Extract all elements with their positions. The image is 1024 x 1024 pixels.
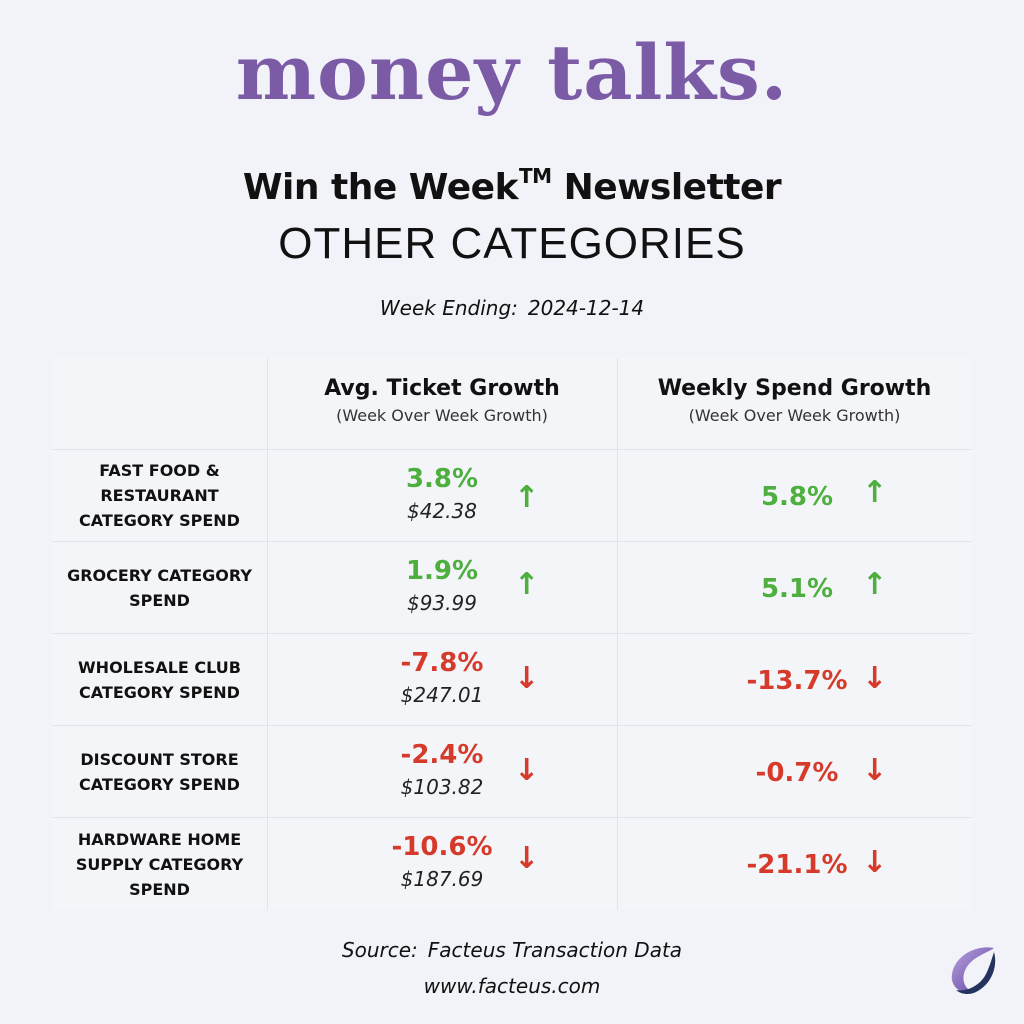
weekly-spend-percent: 5.8% <box>760 482 834 512</box>
avg-ticket-percent: 1.9% <box>405 556 479 586</box>
category-heading: OTHER CATEGORIES <box>278 219 746 268</box>
avg-ticket-percent: -7.8% <box>400 648 484 678</box>
avg-ticket-percent: -10.6% <box>391 832 493 862</box>
row-divider <box>52 725 972 726</box>
arrow-down-icon: ↓ <box>514 841 540 876</box>
column-header-weekly-spend: Weekly Spend Growth (Week Over Week Grow… <box>617 374 972 428</box>
newsletter-suffix: Newsletter <box>563 167 782 208</box>
arrow-up-icon: ↑ <box>514 480 540 515</box>
arrow-down-icon: ↓ <box>862 845 888 880</box>
weekly-spend-percent: -0.7% <box>755 758 839 788</box>
arrow-down-icon: ↓ <box>514 753 540 788</box>
row-label: GROCERY CATEGORY SPEND <box>67 565 252 610</box>
source-line: Source: Facteus Transaction Data <box>0 932 1024 968</box>
arrow-down-icon: ↓ <box>862 661 888 696</box>
week-ending-label: Week Ending: <box>379 296 518 320</box>
arrow-down-icon: ↓ <box>862 753 888 788</box>
row-label: WHOLESALE CLUB CATEGORY SPEND <box>78 657 241 702</box>
trademark-mark: TM <box>519 164 552 188</box>
weekly-spend-percent: 5.1% <box>760 574 834 604</box>
avg-ticket-amount: $187.69 <box>400 867 484 891</box>
column-title: Weekly Spend Growth <box>657 376 932 401</box>
row-divider <box>52 633 972 634</box>
column-subtitle: (Week Over Week Growth) <box>336 406 548 425</box>
row-divider <box>52 541 972 542</box>
weekly-spend-cell: 5.8% <box>737 480 857 514</box>
avg-ticket-cell: -7.8% $247.01 <box>367 646 517 710</box>
weekly-spend-cell: -0.7% <box>737 756 857 790</box>
avg-ticket-cell: 3.8% $42.38 <box>367 462 517 526</box>
weekly-spend-percent: -13.7% <box>746 666 848 696</box>
weekly-spend-cell: 5.1% <box>737 572 857 606</box>
column-divider <box>267 358 268 910</box>
column-header-avg-ticket: Avg. Ticket Growth (Week Over Week Growt… <box>267 374 617 428</box>
row-label: FAST FOOD & RESTAURANT CATEGORY SPEND <box>79 461 240 530</box>
avg-ticket-amount: $93.99 <box>407 591 477 615</box>
row-label: DISCOUNT STORE CATEGORY SPEND <box>79 749 240 794</box>
avg-ticket-percent: 3.8% <box>405 464 479 494</box>
arrow-up-icon: ↑ <box>514 567 540 602</box>
arrow-up-icon: ↑ <box>862 475 888 510</box>
source-label: Source: <box>341 938 418 962</box>
weekly-spend-percent: -21.1% <box>746 850 848 880</box>
avg-ticket-cell: 1.9% $93.99 <box>367 554 517 618</box>
week-ending-date: 2024-12-14 <box>527 296 645 320</box>
column-title: Avg. Ticket Growth <box>324 376 560 401</box>
avg-ticket-cell: -10.6% $187.69 <box>362 830 522 894</box>
newsletter-title: Win the WeekTM Newsletter <box>0 152 1024 212</box>
brand-title: money talks. <box>235 28 789 117</box>
arrow-down-icon: ↓ <box>514 661 540 696</box>
column-subtitle: (Week Over Week Growth) <box>688 406 901 425</box>
column-divider <box>617 358 618 910</box>
source-name: Facteus Transaction Data <box>427 938 683 962</box>
avg-ticket-amount: $247.01 <box>400 683 484 707</box>
avg-ticket-percent: -2.4% <box>400 740 484 770</box>
row-label: HARDWARE HOME SUPPLY CATEGORY SPEND <box>75 829 244 899</box>
newsletter-name: Win the Week <box>242 167 519 208</box>
row-divider <box>52 449 972 450</box>
website-link[interactable]: www.facteus.com <box>423 974 601 998</box>
growth-table: Avg. Ticket Growth (Week Over Week Growt… <box>52 358 972 910</box>
week-ending: Week Ending: 2024-12-14 <box>0 290 1024 326</box>
avg-ticket-amount: $42.38 <box>407 499 477 523</box>
avg-ticket-amount: $103.82 <box>400 775 484 799</box>
avg-ticket-cell: -2.4% $103.82 <box>367 738 517 802</box>
weekly-spend-cell: -21.1% <box>732 848 862 882</box>
arrow-up-icon: ↑ <box>862 567 888 602</box>
facteus-logo-icon <box>951 947 996 995</box>
row-divider <box>52 817 972 818</box>
weekly-spend-cell: -13.7% <box>732 664 862 698</box>
